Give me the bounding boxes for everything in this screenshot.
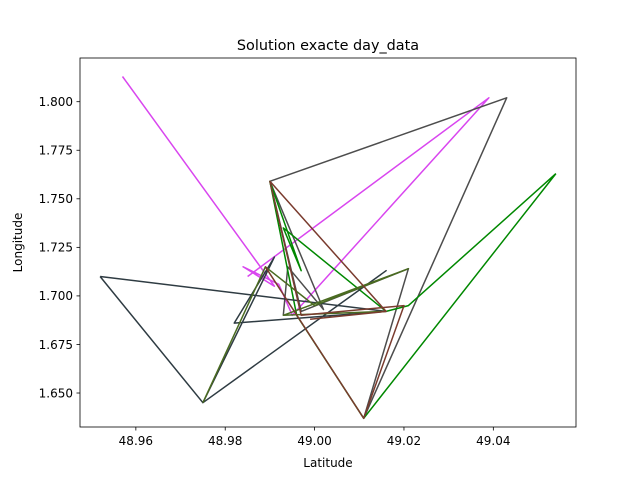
- series-layer: [99, 76, 557, 420]
- y-axis-label: Longitude: [11, 213, 25, 273]
- x-axis-ticks: 48.96 48.98 49.00 49.02 49.04: [119, 427, 511, 448]
- series-line-6: [264, 180, 405, 420]
- x-tick-label: 49.04: [476, 434, 510, 448]
- x-tick-label: 48.98: [208, 434, 242, 448]
- y-tick-label: 1.750: [39, 192, 73, 206]
- y-tick-label: 1.775: [39, 144, 73, 158]
- y-tick-label: 1.700: [39, 289, 73, 303]
- x-tick-label: 49.02: [387, 434, 421, 448]
- chart-title: Solution exacte day_data: [237, 38, 419, 54]
- y-tick-label: 1.800: [39, 95, 73, 109]
- plot-background: [80, 58, 576, 427]
- y-tick-label: 1.725: [39, 241, 73, 255]
- y-tick-label: 1.675: [39, 338, 73, 352]
- y-axis-ticks: 1.650 1.675 1.700 1.725 1.750 1.775 1.800: [39, 95, 80, 400]
- series-line-2: [269, 97, 508, 420]
- plot-frame: [79, 57, 577, 428]
- series-line-1: [121, 76, 490, 317]
- y-tick-label: 1.650: [39, 386, 73, 400]
- x-axis-label: Latitude: [303, 456, 352, 470]
- x-tick-label: 48.96: [119, 434, 153, 448]
- x-tick-label: 49.00: [297, 434, 331, 448]
